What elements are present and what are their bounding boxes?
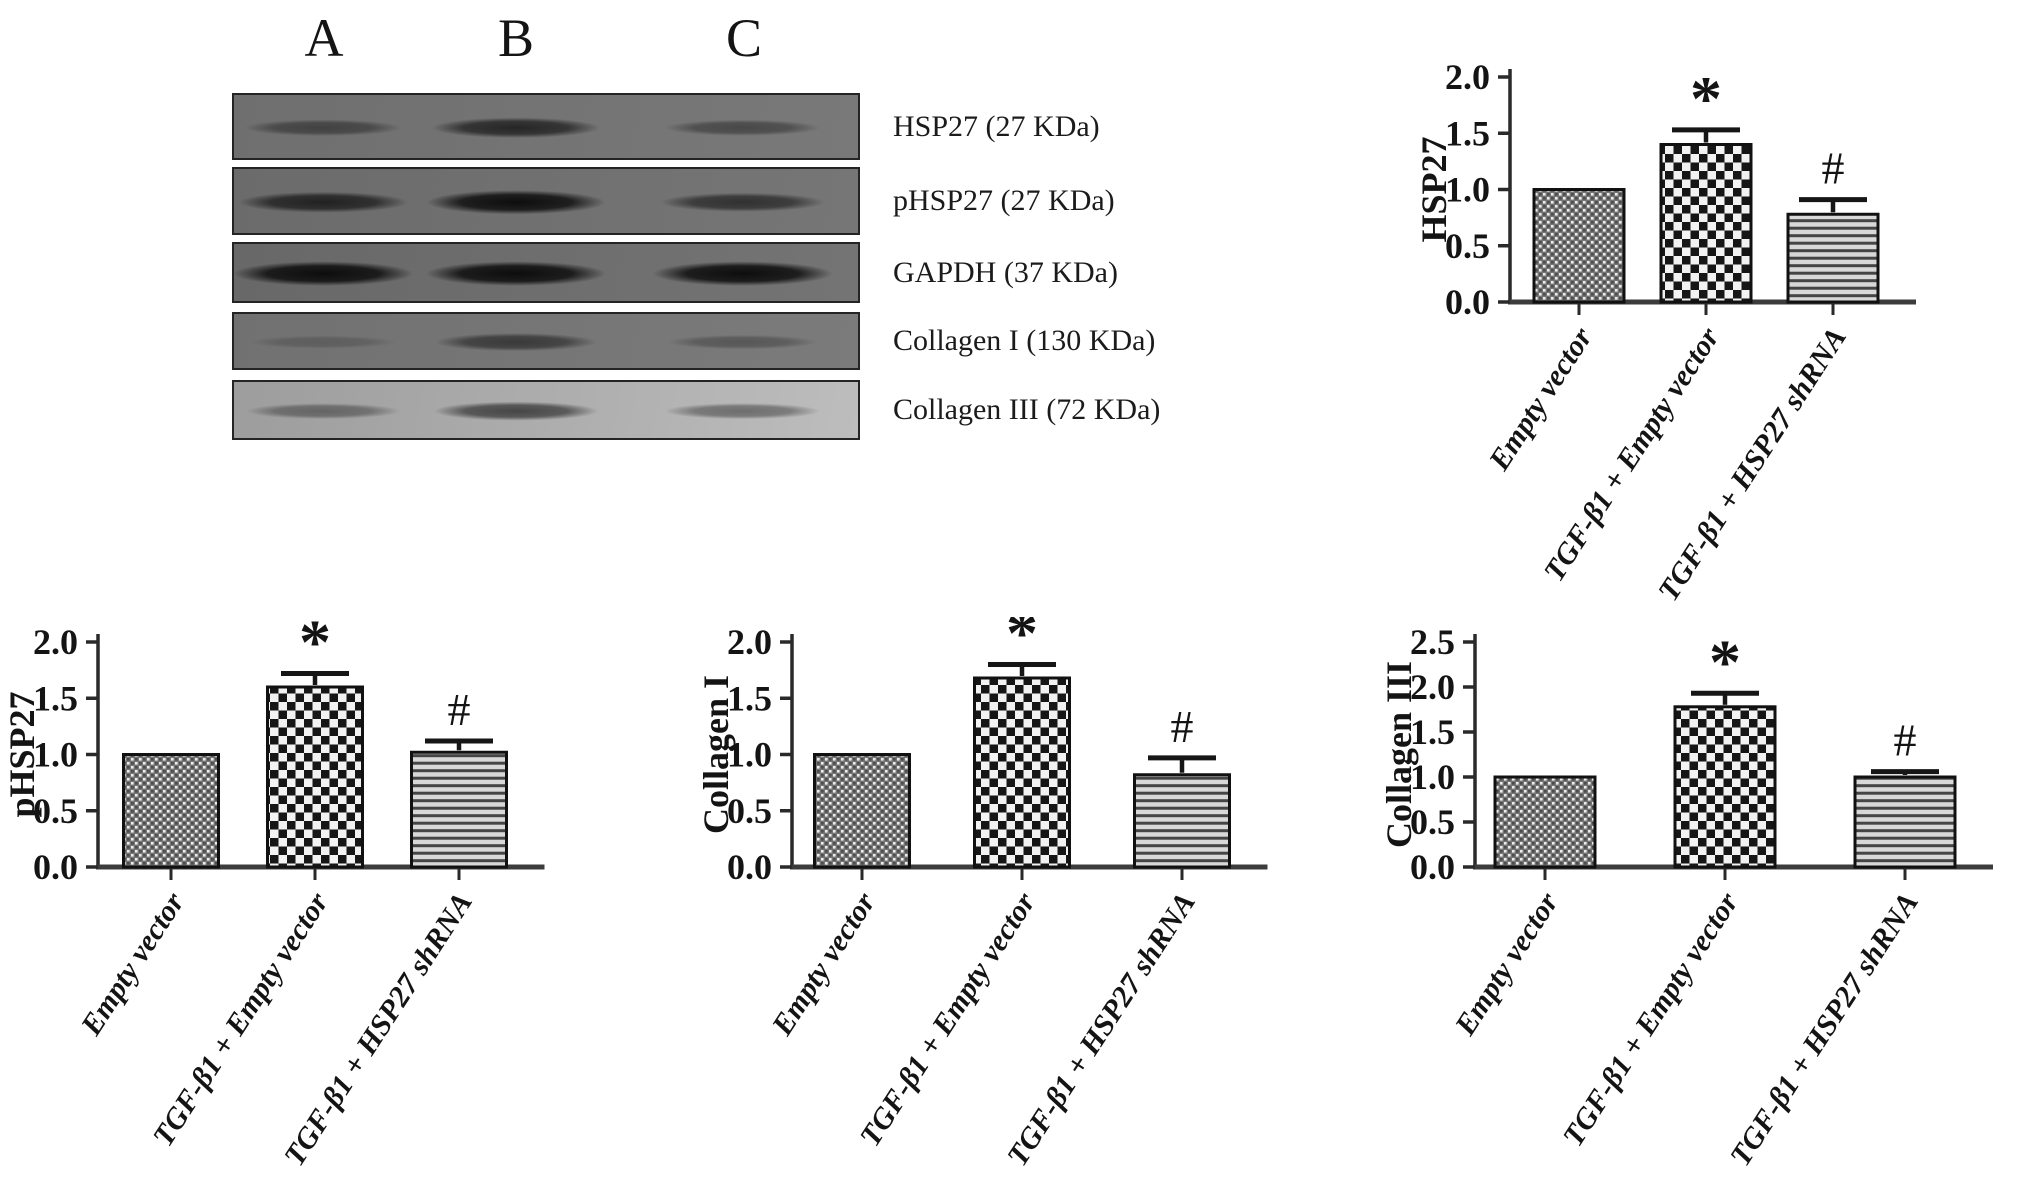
chart-svg: 0.0 0.5 1.0 1.5 2.0 Collagen I Empty vector * TG… [696,598,1268,1172]
y-tick-label: 2.5 [1410,622,1455,662]
bar-1 [1532,188,1626,304]
blot-band-label: Collagen I (130 KDa) [893,324,1156,357]
significance-hash: # [1171,701,1194,752]
blot-strip [232,312,860,370]
y-tick-label: 2.0 [1445,57,1490,97]
blot-band-label: HSP27 (27 KDa) [893,109,1100,143]
significance-star: * [1690,63,1722,134]
y-tick-label: 1.5 [1410,712,1455,752]
y-tick-label: 1.5 [33,678,78,718]
y-axis-label: Collagen I [696,675,736,834]
x-category-label: TGF-β1 + Empty vector [1557,887,1745,1153]
blot-strip [232,242,860,303]
blot-strip [232,167,860,235]
x-category-label: TGF-β1 + HSP27 shRNA [1001,887,1202,1172]
y-tick-label: 0.0 [33,847,78,887]
bar-2 [1673,705,1777,869]
lane-label-a: A [304,8,344,68]
y-tick-label: 0.5 [1410,802,1455,842]
blot-strip [232,380,860,440]
y-tick-label: 2.0 [1410,667,1455,707]
x-category-label: Empty vector [1448,887,1565,1042]
bar-1 [1493,775,1597,869]
x-category-label: TGF-β1 + HSP27 shRNA [1724,887,1925,1172]
bar-3 [1853,775,1957,869]
bar-chart-phsp27: 0.0 0.5 1.0 1.5 2.0 pHSP27 Empty vector * TGF-β1… [0,607,618,1192]
significance-hash: # [1894,715,1917,766]
bar-2 [973,676,1071,869]
x-category-label: Empty vector [74,887,191,1042]
y-tick-label: 0.0 [1445,282,1490,322]
lane-label-c: C [725,8,763,68]
bar-3 [410,750,508,869]
significance-star: * [299,617,331,678]
bar-3 [1786,212,1880,304]
y-tick-label: 0.5 [33,791,78,831]
y-axis-label: HSP27 [1414,136,1454,242]
y-tick-label: 2.0 [727,622,772,662]
bar-chart-collagen-3: 0.0 0.5 1.0 1.5 2.0 2.5 Collagen III Empty vect… [1375,617,1995,1192]
x-category-label: TGF-β1 + Empty vector [854,887,1042,1153]
y-tick-label: 1.5 [1445,113,1490,153]
blot-band-label: GAPDH (37 KDa) [893,255,1118,289]
significance-hash: # [448,684,471,735]
significance-star: * [1709,626,1741,697]
y-tick-label: 0.5 [1445,226,1490,266]
bar-2 [1659,143,1753,304]
y-tick-label: 1.5 [727,678,772,718]
bar-chart-hsp27: 0.0 0.5 1.0 1.5 2.0 HSP27 Empty vector * TGF-β1 … [1410,52,2030,664]
significance-star: * [1006,617,1038,669]
y-tick-label: 0.0 [1410,847,1455,887]
y-tick-label: 0.0 [727,847,772,887]
bar-3 [1133,773,1231,869]
y-tick-label: 1.0 [1445,170,1490,210]
blot-strip [232,93,860,160]
bar-1 [122,753,220,869]
y-tick-label: 1.0 [1410,757,1455,797]
y-tick-label: 1.0 [33,735,78,775]
bar-2 [266,685,364,869]
y-axis-label: pHSP27 [2,691,42,817]
x-category-label: Empty vector [765,887,882,1042]
y-tick-label: 2.0 [33,622,78,662]
lane-label-b: B [497,8,535,68]
y-axis-label: Collagen III [1379,661,1419,848]
blot-band-label: Collagen III (72 KDa) [893,393,1161,426]
bar-chart-collagen-1: 0.0 0.5 1.0 1.5 2.0 Collagen I Empty vector * TG… [692,598,1312,1192]
bar-1 [813,753,911,869]
y-tick-label: 1.0 [727,735,772,775]
significance-hash: # [1822,143,1845,194]
y-tick-label: 0.5 [727,791,772,831]
blot-band-label: pHSP27 (27 KDa) [893,184,1115,217]
x-category-label: Empty vector [1482,322,1599,477]
